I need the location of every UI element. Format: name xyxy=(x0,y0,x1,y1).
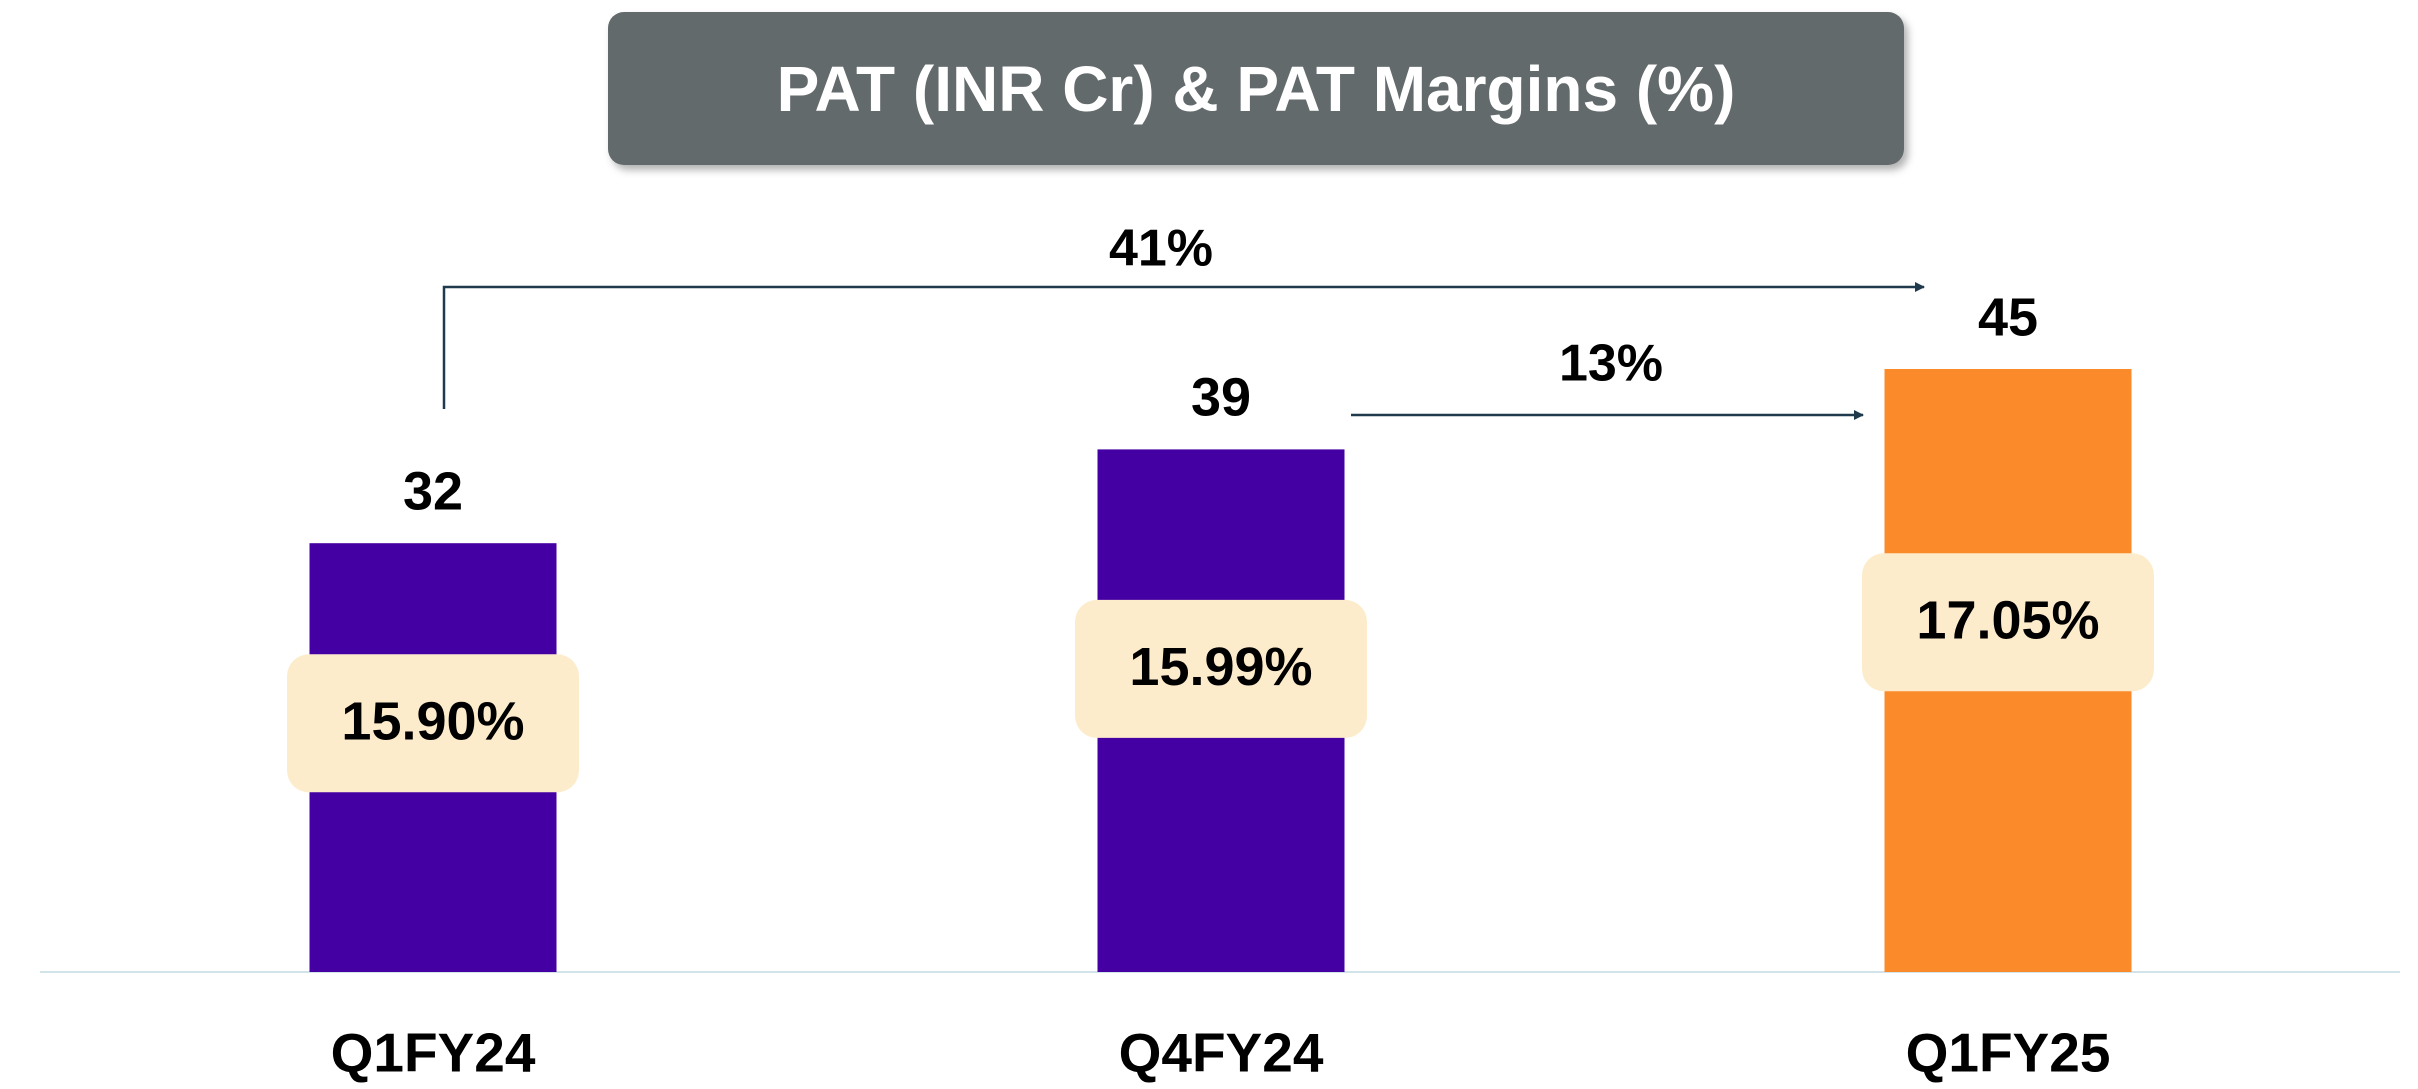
chart-title: PAT (INR Cr) & PAT Margins (%) xyxy=(777,53,1736,125)
value-label: 39 xyxy=(1191,368,1251,428)
growth-label: 41% xyxy=(1109,220,1213,278)
x-tick-label: Q4FY24 xyxy=(1119,1022,1324,1084)
growth-arrow xyxy=(442,282,1925,409)
x-tick-label: Q1FY24 xyxy=(331,1022,536,1084)
x-tick-label: Q1FY25 xyxy=(1906,1022,2111,1084)
margin-label: 15.90% xyxy=(341,692,524,752)
margin-box xyxy=(1862,553,2154,692)
growth-label: 13% xyxy=(1559,335,1663,393)
margin-label: 15.99% xyxy=(1129,637,1312,697)
margin-box xyxy=(287,654,579,793)
margin-box xyxy=(1075,599,1367,738)
value-label: 45 xyxy=(1978,287,2038,347)
margin-label: 17.05% xyxy=(1916,591,2099,651)
value-label: 32 xyxy=(403,461,463,521)
title-box xyxy=(608,12,1904,165)
